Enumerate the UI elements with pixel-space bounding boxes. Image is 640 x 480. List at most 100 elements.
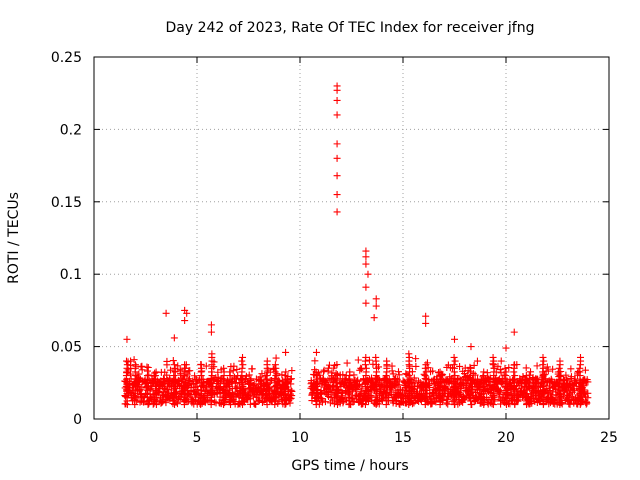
data-point [539,368,547,376]
data-point [402,370,410,378]
data-point [334,401,342,409]
data-point [186,367,194,375]
data-point [333,86,341,94]
x-tick-labels: 0 5 10 15 20 25 [90,430,618,446]
data-point [271,393,279,401]
data-point [263,397,271,405]
data-point [372,295,380,303]
data-point [480,382,488,390]
y-tick-label: 0.2 [60,122,82,138]
data-point [356,380,364,388]
data-point [372,393,380,401]
data-point [233,365,241,373]
data-point [123,335,131,343]
data-point [152,382,160,390]
data-point [422,375,430,383]
x-tick-label: 10 [291,430,309,446]
data-point [372,353,380,361]
data-point [444,400,452,408]
data-point [408,400,416,408]
data-point [422,368,430,376]
data-point [131,361,139,369]
data-point [313,382,321,390]
data-point [389,370,397,378]
data-point [181,397,189,405]
y-tick-labels: 0 0.05 0.1 0.15 0.2 0.25 [51,50,82,428]
data-point [505,364,513,372]
data-point [255,395,263,403]
data-point [362,299,370,307]
data-point [263,393,271,401]
data-point [271,401,279,409]
data-point [272,397,280,405]
data-point [522,372,530,380]
data-point [251,380,259,388]
data-point [207,328,215,336]
data-point [436,368,444,376]
data-point [152,390,160,398]
data-point [312,348,320,356]
data-point [544,367,552,375]
data-point [239,361,247,369]
data-point [343,359,351,367]
data-point [501,364,509,372]
data-point [288,387,296,395]
data-point [333,382,341,390]
data-point [422,312,430,320]
data-point [180,372,188,380]
data-point [451,335,458,343]
data-point [511,361,519,369]
data-point [466,390,474,398]
data-point [287,380,295,388]
data-point [170,379,178,387]
data-point [321,398,329,406]
data-point [370,314,378,322]
data-point [502,393,510,401]
data-point [138,383,146,391]
data-point [479,379,487,387]
data-point [382,372,390,380]
data-point [581,388,589,396]
data-point [135,370,143,378]
data-point [130,356,138,364]
data-point [502,397,510,405]
data-point [227,401,235,409]
data-point [566,400,574,408]
data-point [220,364,228,372]
data-point [555,364,563,372]
data-point [197,361,205,369]
data-point [263,372,271,380]
data-point [539,353,547,361]
data-point [346,368,354,376]
data-point [229,367,237,375]
data-point [131,397,139,405]
data-point [271,375,279,383]
data-point [183,309,191,317]
data-point [576,397,584,405]
x-tick-label: 0 [90,430,99,446]
chart-title: Day 242 of 2023, Rate Of TEC Index for r… [166,20,535,36]
data-point [170,334,178,342]
data-point [490,379,498,387]
data-point [362,397,370,405]
data-point [365,356,373,364]
data-point [312,393,320,401]
data-point [410,374,418,382]
data-point [170,372,178,380]
data-point [346,379,354,387]
data-point [316,391,324,399]
data-point [238,364,246,372]
data-point [461,373,469,381]
data-point [171,375,179,383]
data-point [470,361,478,369]
data-point [556,390,564,398]
data-point [576,364,584,372]
plot-frame [93,56,610,420]
data-point [556,372,564,380]
data-point [258,399,266,407]
data-point [451,357,459,365]
data-point [123,361,131,369]
data-point [338,388,346,396]
data-point [510,375,518,383]
data-point [239,375,247,383]
